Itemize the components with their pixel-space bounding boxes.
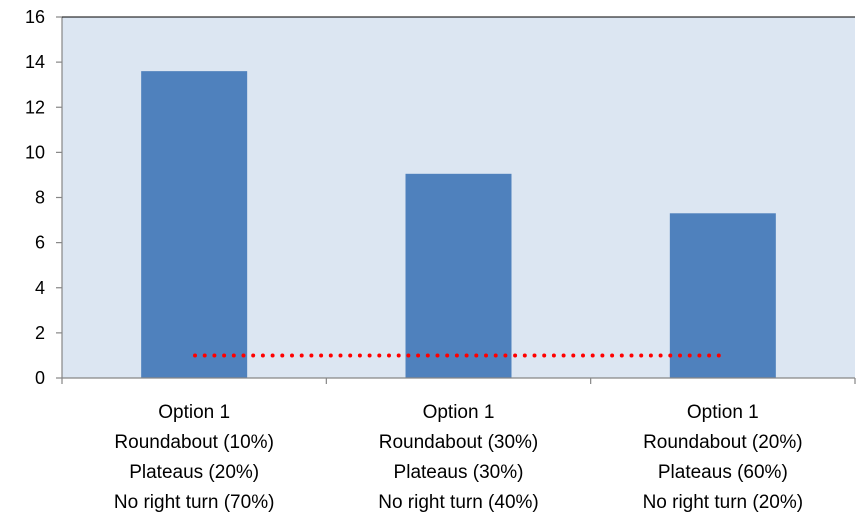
x-category-label-line: Option 1 [158, 402, 230, 423]
y-tick-label: 4 [35, 278, 45, 298]
x-category-label-line: Roundabout (30%) [379, 432, 539, 453]
x-category-label-line: Plateaus (30%) [394, 462, 524, 483]
y-tick-label: 0 [35, 368, 45, 388]
y-tick-label: 16 [25, 7, 45, 27]
y-tick-label: 14 [25, 52, 45, 72]
x-category-label-line: Plateaus (60%) [658, 462, 788, 483]
bar-1 [141, 71, 248, 379]
x-category-label-line: Option 1 [423, 402, 495, 423]
y-tick-label: 12 [25, 97, 45, 117]
x-category-label-line: Roundabout (10%) [114, 432, 274, 453]
y-tick-label: 2 [35, 323, 45, 343]
y-tick-label: 6 [35, 233, 45, 253]
y-tick-label: 8 [35, 188, 45, 208]
y-axis-ticks: 0 2 4 6 8 10 12 14 16 [25, 7, 62, 388]
x-category-label-line: Roundabout (20%) [643, 432, 803, 453]
x-category-label-line: No right turn (20%) [643, 492, 804, 513]
y-tick-label: 10 [25, 142, 45, 162]
x-axis-labels: Option 1 Roundabout (10%) Plateaus (20%) No… [114, 402, 803, 513]
x-category-label-line: Option 1 [687, 402, 759, 423]
x-category-label-line: Plateaus (20%) [129, 462, 259, 483]
bar-series [141, 71, 776, 379]
bar-3 [669, 213, 776, 378]
x-category-label-line: No right turn (70%) [114, 492, 275, 513]
bar-2 [405, 173, 512, 378]
x-category-label-line: No right turn (40%) [378, 492, 539, 513]
